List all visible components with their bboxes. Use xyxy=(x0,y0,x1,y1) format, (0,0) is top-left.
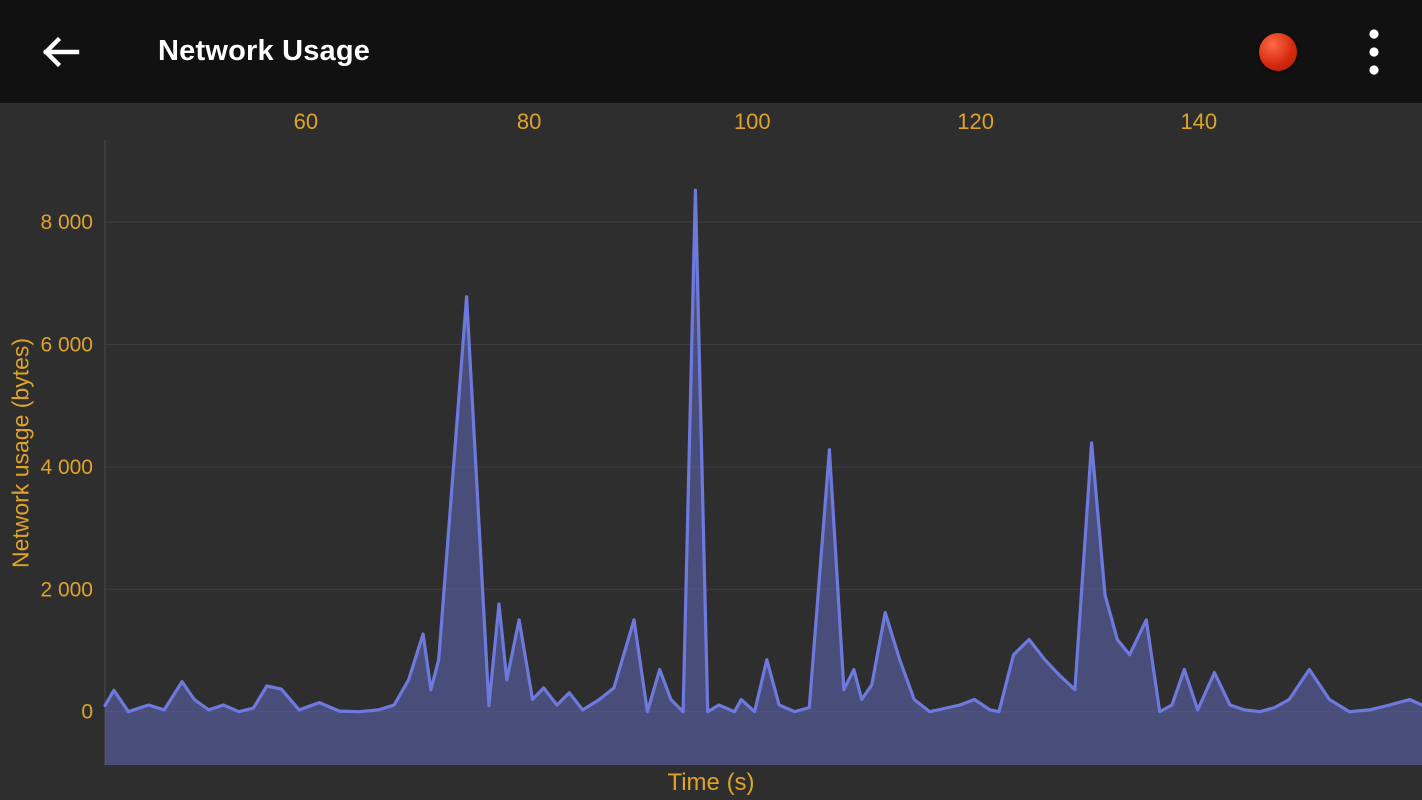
back-arrow-icon xyxy=(42,36,80,67)
back-button[interactable] xyxy=(36,29,82,75)
y-tick-label: 0 xyxy=(81,701,93,724)
x-tick-label: 100 xyxy=(734,109,771,134)
overflow-menu-button[interactable] xyxy=(1354,22,1394,82)
page-title: Network Usage xyxy=(158,35,371,67)
app-bar-actions xyxy=(1259,0,1422,103)
network-usage-chart[interactable]: 0 2 000 4 000 6 000 8 000 60 80 100 120 140 Netwo… xyxy=(0,103,1422,800)
x-tick-label: 80 xyxy=(517,109,541,134)
y-tick-label: 8 000 xyxy=(40,211,93,234)
network-usage-line xyxy=(103,188,1422,714)
y-axis-title: Network usage (bytes) xyxy=(7,337,34,569)
y-tick-label: 4 000 xyxy=(40,456,93,479)
x-tick-label: 140 xyxy=(1180,109,1217,134)
y-tick-label: 2 000 xyxy=(40,578,93,601)
x-tick-label: 60 xyxy=(294,109,318,134)
chart-plot: 0 2 000 4 000 6 000 8 000 60 80 100 120 140 xyxy=(40,109,1422,765)
network-usage-area xyxy=(105,190,1422,765)
vertical-ellipsis-icon xyxy=(1369,28,1379,75)
record-button[interactable] xyxy=(1259,32,1297,71)
app-bar: Network Usage xyxy=(0,0,1422,103)
x-tick-label: 120 xyxy=(957,109,994,134)
x-axis-title: Time (s) xyxy=(667,769,755,796)
y-tick-label: 6 000 xyxy=(40,334,93,357)
